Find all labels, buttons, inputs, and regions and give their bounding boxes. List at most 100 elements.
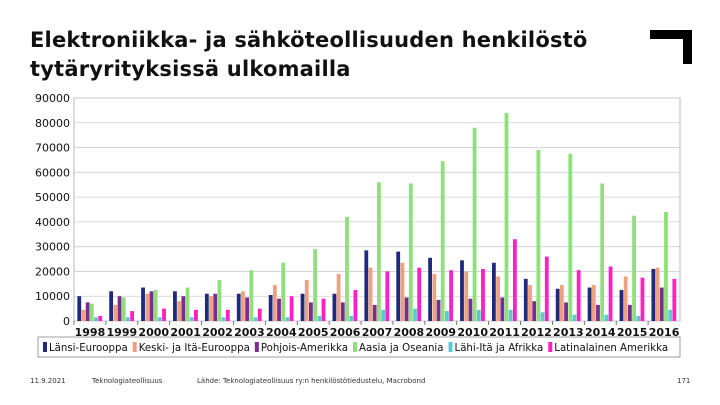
bar [185, 287, 190, 321]
bar [436, 299, 441, 321]
x-tick-label: 2004 [266, 326, 297, 339]
bar [249, 270, 254, 321]
bar [428, 257, 432, 321]
bar [523, 278, 528, 321]
legend-swatch [132, 342, 137, 352]
legend-label: Pohjois-Amerikka [261, 343, 348, 354]
x-tick-label: 2000 [138, 326, 169, 339]
bar [559, 285, 564, 321]
bar [181, 296, 186, 321]
bar [177, 301, 182, 321]
bar [600, 183, 605, 321]
bar [464, 271, 469, 321]
bar [304, 280, 309, 321]
bar [476, 309, 481, 321]
bar [253, 317, 258, 321]
bar [655, 267, 660, 321]
bar [468, 298, 473, 321]
legend-label: Lähi-Itä ja Afrikka [455, 343, 544, 354]
x-tick-label: 2009 [425, 326, 456, 339]
bar [572, 314, 577, 321]
bar [381, 309, 385, 321]
bar [564, 302, 568, 321]
bar [225, 309, 230, 321]
bar [536, 150, 541, 321]
bar [408, 183, 413, 321]
bar [568, 153, 573, 321]
bar [576, 270, 581, 321]
x-tick-label: 2002 [202, 326, 233, 339]
bar [672, 278, 677, 321]
y-tick-label: 20000 [35, 265, 70, 278]
bar [109, 291, 114, 321]
bar [596, 304, 600, 321]
legend-label: Keski- ja Itä-Eurooppa [139, 343, 250, 354]
bar [587, 287, 592, 321]
bar [472, 127, 477, 321]
bar [332, 293, 337, 321]
slide-title: Elektroniikka- ja sähköteollisuuden henk… [30, 26, 630, 84]
bar [153, 290, 158, 321]
bar [81, 309, 86, 321]
chart: 0 10000 20000 30000 40000 50000 60000 70000 8000… [26, 90, 686, 362]
bar [444, 311, 449, 321]
bar [221, 317, 226, 321]
bar [281, 262, 286, 321]
footer-date: 11.9.2021 [30, 377, 66, 385]
bar [317, 316, 322, 321]
bar [113, 304, 118, 321]
x-tick-label: 2013 [553, 326, 584, 339]
bar [668, 309, 673, 321]
bar [272, 285, 277, 321]
bar [591, 285, 596, 321]
legend-label: Aasia ja Oseania [359, 343, 444, 354]
bar [460, 260, 464, 321]
x-tick-label: 2011 [489, 326, 520, 339]
x-tick-label: 2012 [521, 326, 552, 339]
x-tick-label: 2010 [457, 326, 488, 339]
bar [604, 314, 609, 321]
y-tick-label: 90000 [35, 92, 70, 105]
bar [449, 270, 453, 321]
x-tick-label: 2007 [362, 326, 393, 339]
bar [504, 112, 509, 321]
bar [632, 215, 636, 321]
bar [257, 308, 262, 321]
bar [241, 291, 245, 321]
bar [627, 304, 632, 321]
bar [285, 317, 290, 321]
x-tick-label: 2014 [585, 326, 616, 339]
bar [245, 297, 250, 321]
legend-swatch [43, 342, 47, 352]
bar [89, 303, 94, 321]
bar [145, 293, 150, 321]
bar [491, 262, 496, 321]
footer-org: Teknologiateollisuus [92, 377, 163, 385]
bar [204, 293, 209, 321]
legend-swatch [548, 342, 553, 352]
legend-box [37, 336, 681, 358]
bar [619, 290, 624, 321]
legend-swatch [448, 342, 453, 352]
bar [532, 301, 537, 321]
bar [372, 304, 377, 321]
y-tick-label: 0 [63, 315, 70, 328]
bar [377, 182, 381, 321]
bar [353, 290, 358, 321]
bar [417, 267, 422, 321]
bar [121, 297, 126, 321]
bar [368, 267, 373, 321]
y-tick-label: 50000 [35, 191, 70, 204]
bar-chart-svg: 0 10000 20000 30000 40000 50000 60000 70000 8000… [35, 92, 681, 358]
bar [213, 293, 218, 321]
x-tick-label: 2015 [617, 326, 648, 339]
x-tick-label: 1999 [107, 326, 138, 339]
bar [98, 316, 103, 321]
bar [162, 308, 166, 321]
y-tick-label: 10000 [35, 290, 70, 303]
bar [512, 239, 517, 321]
bar [130, 311, 135, 321]
bar [126, 317, 130, 321]
bar [217, 280, 222, 321]
bar [555, 288, 560, 321]
